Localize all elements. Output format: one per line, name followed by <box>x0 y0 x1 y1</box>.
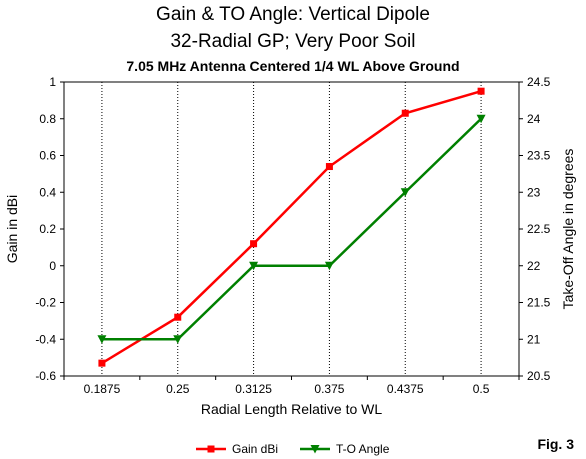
x-axis-title: Radial Length Relative to WL <box>201 401 383 417</box>
y-tick-label: -0.6 <box>35 369 56 383</box>
y2-tick-label: 21 <box>527 332 541 346</box>
y-tick-label: 0.8 <box>39 112 56 126</box>
y-tick-label: 1 <box>49 75 56 89</box>
y2-tick-label: 24 <box>527 112 541 126</box>
legend-marker-1 <box>207 445 215 453</box>
figure-label: Fig. 3 <box>537 436 574 452</box>
y2-tick-label: 20.5 <box>527 369 551 383</box>
x-tick-label: 0.4375 <box>387 382 424 396</box>
y2-tick-label: 22 <box>527 259 541 273</box>
y2-tick-label: 23.5 <box>527 149 551 163</box>
y-tick-label: 0.4 <box>39 185 56 199</box>
data-point-series-1 <box>98 359 106 367</box>
data-point-series-2 <box>249 261 259 271</box>
y2-tick-label: 23 <box>527 185 541 199</box>
y-tick-label: 0 <box>49 259 56 273</box>
series-line-1 <box>101 89 482 365</box>
y-tick-label: 0.6 <box>39 149 56 163</box>
legend-label-2: T-O Angle <box>336 442 390 456</box>
data-point-series-2 <box>400 188 410 197</box>
y-tick-label: 0.2 <box>39 222 56 236</box>
legend-label-1: Gain dBi <box>232 442 278 456</box>
data-point-series-1 <box>401 109 409 117</box>
x-tick-label: 0.1875 <box>84 382 121 396</box>
data-point-series-1 <box>250 240 258 248</box>
data-point-series-2 <box>476 114 486 124</box>
y-tick-label: -0.2 <box>35 296 56 310</box>
x-tick-label: 0.5 <box>473 382 490 396</box>
chart-title: Gain & TO Angle: Vertical Dipole <box>156 4 430 25</box>
chart-title-line2: 32-Radial GP; Very Poor Soil <box>170 31 416 52</box>
y2-tick-label: 21.5 <box>527 296 551 310</box>
y-axis-title: Gain in dBi <box>4 195 20 263</box>
data-point-series-2 <box>324 261 334 271</box>
data-point-series-1 <box>174 313 182 321</box>
x-tick-label: 0.375 <box>314 382 344 396</box>
y2-tick-label: 22.5 <box>527 222 551 236</box>
y2-axis-title: Take-Off Angle in degrees <box>560 149 576 310</box>
y2-tick-label: 24.5 <box>527 75 551 89</box>
data-point-series-1 <box>477 87 485 95</box>
legend-marker-2 <box>310 445 320 454</box>
series-line-2 <box>101 117 482 341</box>
x-tick-label: 0.25 <box>166 382 190 396</box>
data-point-series-1 <box>325 163 333 171</box>
x-tick-label: 0.3125 <box>235 382 272 396</box>
chart-subtitle: 7.05 MHz Antenna Centered 1/4 WL Above G… <box>126 58 460 74</box>
data-point-series-2 <box>97 335 107 344</box>
plot-frame <box>63 81 520 377</box>
y-tick-label: -0.4 <box>35 332 56 346</box>
data-point-series-2 <box>173 335 183 344</box>
